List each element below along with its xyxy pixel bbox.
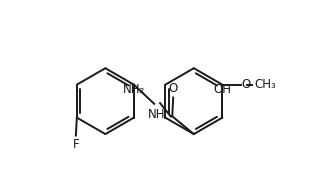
- Text: CH₃: CH₃: [254, 78, 276, 91]
- Text: F: F: [73, 138, 79, 151]
- Text: NH₂: NH₂: [123, 83, 145, 96]
- Text: NH: NH: [148, 108, 166, 121]
- Text: O: O: [242, 78, 251, 91]
- Text: OH: OH: [213, 83, 232, 96]
- Text: O: O: [169, 82, 178, 95]
